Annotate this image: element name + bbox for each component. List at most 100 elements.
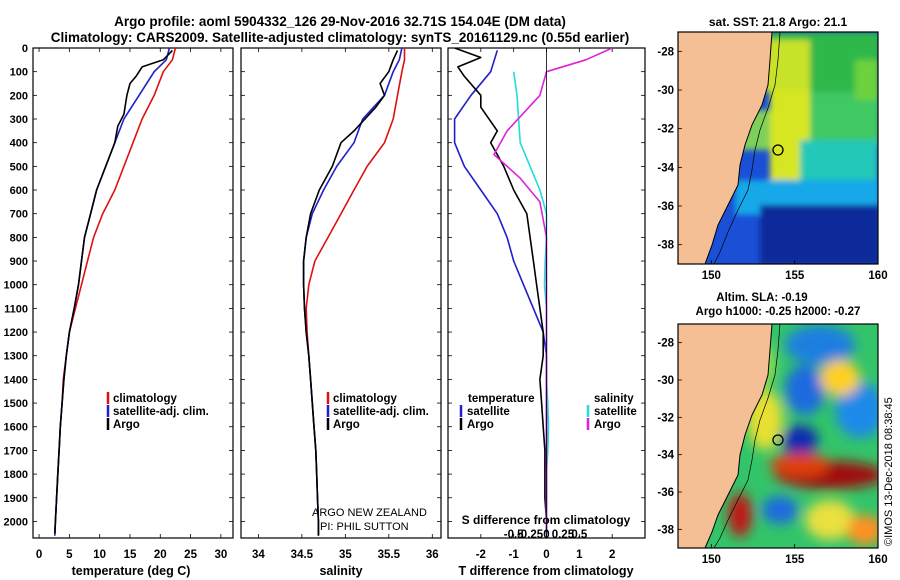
x-tick-label: 34 — [252, 549, 265, 561]
depth-tick-label: 200 — [10, 90, 28, 102]
x-tick-labels: 0 5 10 15 20 25 30 34 34.5 35 35.5 36 -2 -1 0 1 2 -0.5-0.… — [36, 529, 616, 561]
depth-tick-label: 1200 — [4, 327, 28, 339]
map-x-tick-label: 155 — [785, 554, 805, 566]
sst-map-frame — [677, 31, 879, 265]
salinity-xlabel: salinity — [319, 564, 362, 578]
map-x-tick-label: 155 — [785, 270, 805, 282]
map-y-tick-label: -32 — [657, 124, 674, 136]
series-line-t-argo — [454, 48, 548, 534]
depth-tick-label: 500 — [10, 161, 28, 173]
x-tick-label: 35 — [339, 549, 352, 561]
depth-tick-label: 0 — [22, 43, 28, 55]
altim-eddy — [785, 365, 825, 415]
difference-xlabel: T difference from climatology — [458, 564, 633, 578]
x-tick-label: 20 — [154, 549, 167, 561]
temperature-xlabel: temperature (deg C) — [72, 564, 191, 578]
sst-land — [678, 32, 772, 264]
depth-tick-label: 800 — [10, 232, 28, 244]
depth-axis: 0 100 200 300 400 500 600 700 800 900 1000 1100 1200… — [4, 43, 28, 528]
x-tick-label: 0 — [543, 549, 549, 561]
altim-map-frame — [677, 323, 879, 549]
legend-s-argo: Argo — [594, 419, 621, 431]
salinity-legend: climatology satellite-adj. clim. Argo — [326, 392, 429, 431]
legend-s-satellite: satellite — [594, 406, 637, 418]
series-line-satellite-adj-clim- — [302, 48, 403, 536]
salinity-series — [302, 48, 406, 536]
sst-isobath — [713, 32, 781, 264]
map-y-tick-label: -36 — [657, 487, 674, 499]
temperature-panel-frame — [32, 47, 234, 539]
altim-eddy — [805, 500, 855, 540]
altimetry-map — [678, 324, 878, 548]
map-y-tick-label: -32 — [657, 412, 674, 424]
salinity-panel-frame — [240, 47, 442, 539]
series-line-climatology — [305, 48, 406, 536]
x-tick-label: 30 — [214, 549, 227, 561]
title-line-1: Argo profile: aoml 5904332_126 29-Nov-20… — [114, 14, 566, 29]
depth-tick-label: 2000 — [4, 516, 28, 528]
altim-eddy — [835, 382, 878, 438]
map-y-tick-label: -28 — [657, 46, 674, 58]
depth-tick-label: 1700 — [4, 445, 28, 457]
legend-climatology: climatology — [113, 393, 178, 405]
sst-map-ticks: 150 155 160 -28 -30 -32 -34 -36 -38 — [657, 46, 887, 282]
map-y-tick-label: -28 — [657, 338, 674, 350]
s-tick-label: 0.5 — [571, 529, 588, 541]
depth-tick-label: 1300 — [4, 351, 28, 363]
s-tick-label: 0.25 — [552, 529, 575, 541]
x-tick-label: -2 — [476, 549, 486, 561]
sst-map-title: sat. SST: 21.8 Argo: 21.1 — [709, 15, 848, 29]
map-y-tick-label: -38 — [657, 524, 674, 536]
series-line-argo — [302, 50, 399, 536]
imos-watermark: ©IMOS 13-Dec-2018 08:38:45 — [883, 397, 895, 546]
altim-eddy — [847, 515, 878, 545]
legend-t-argo: Argo — [467, 419, 494, 431]
depth-tick-label: 1900 — [4, 493, 28, 505]
credit-line-1: ARGO NEW ZEALAND — [312, 507, 427, 519]
legend-salinity-title: salinity — [594, 393, 634, 405]
x-tick-label: 5 — [66, 549, 73, 561]
x-tick-label: 36 — [426, 549, 439, 561]
legend-climatology: climatology — [333, 393, 398, 405]
map-x-tick-label: 150 — [702, 554, 721, 566]
sst-map — [678, 32, 878, 264]
depth-tick-label: 1400 — [4, 374, 28, 386]
s-tick-label: 0 — [543, 529, 549, 541]
altim-eddy — [762, 496, 798, 524]
sst-coastline — [704, 32, 773, 264]
map-x-tick-label: 160 — [868, 270, 887, 282]
depth-tick-label: 1000 — [4, 280, 28, 292]
x-tick-label: 35.5 — [378, 549, 401, 561]
altim-isobath — [713, 324, 781, 548]
map-y-tick-label: -38 — [657, 240, 674, 252]
x-tick-label: 0 — [36, 549, 42, 561]
x-tick-label: -1 — [509, 549, 520, 561]
depth-tick-label: 100 — [10, 67, 28, 79]
map-y-tick-label: -30 — [657, 375, 674, 387]
s-difference-label: S difference from climatology — [462, 513, 631, 527]
s-tick-label: -0.5 — [504, 529, 524, 541]
altim-map-ticks: 150 155 160 -28 -30 -32 -34 -36 -38 — [657, 338, 887, 566]
altim-eddy — [728, 493, 752, 537]
altim-eddy — [785, 325, 855, 365]
x-tick-label: 1 — [576, 549, 583, 561]
sst-patch — [855, 60, 878, 100]
difference-legend: temperature satellite Argo salinity sate… — [459, 393, 637, 431]
depth-tick-label: 900 — [10, 256, 28, 268]
difference-series — [453, 48, 613, 534]
float-position-marker — [772, 434, 784, 446]
depth-tick-label: 400 — [10, 138, 28, 150]
sst-patch — [760, 205, 878, 264]
series-line-s-argo — [493, 48, 613, 534]
legend-satellite: satellite-adj. clim. — [333, 406, 429, 418]
temperature-series — [54, 48, 177, 536]
title-line-2: Climatology: CARS2009. Satellite-adjuste… — [51, 30, 629, 45]
x-tick-label: 10 — [93, 549, 106, 561]
series-line-climatology — [54, 48, 177, 536]
map-y-tick-label: -34 — [657, 162, 674, 174]
map-y-tick-label: -34 — [657, 450, 674, 462]
sst-patch — [810, 92, 878, 147]
x-tick-label: 25 — [184, 549, 197, 561]
depth-tick-label: 300 — [10, 114, 28, 126]
float-position-marker — [772, 144, 784, 156]
